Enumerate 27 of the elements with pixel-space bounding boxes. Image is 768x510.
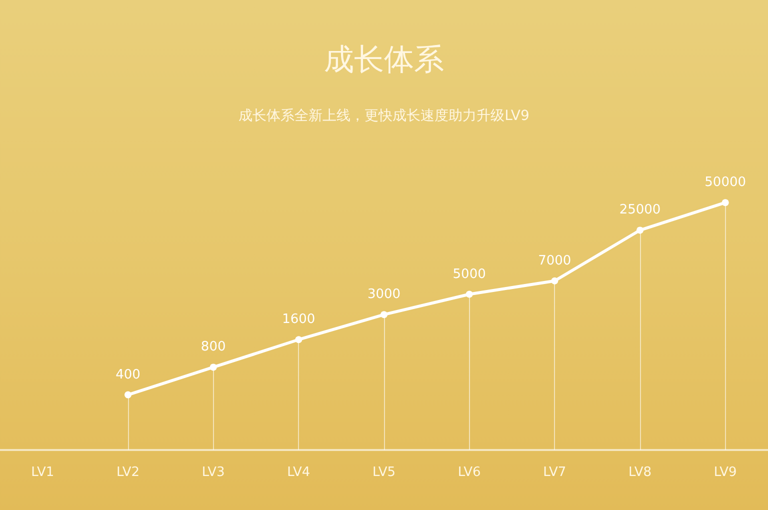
point <box>722 199 729 206</box>
data-label: 5000 <box>452 266 486 282</box>
point <box>210 364 217 371</box>
data-label: 3000 <box>367 287 401 302</box>
point <box>636 226 644 234</box>
x-tick-label: LV3 <box>202 465 225 480</box>
chart-title: 成长体系 <box>324 42 444 78</box>
x-tick-label: LV2 <box>116 465 140 480</box>
x-tick-label: LV8 <box>628 465 652 480</box>
x-tick-label: LV6 <box>458 465 481 480</box>
x-tick-label: LV7 <box>543 465 566 480</box>
chart-subtitle: 成长体系全新上线，更快成长速度助力升级LV9 <box>238 108 530 124</box>
point <box>124 391 132 398</box>
point <box>295 336 302 344</box>
x-tick-label: LV4 <box>287 465 310 480</box>
x-tick-label: LV5 <box>372 465 396 480</box>
x-tick-label: LV1 <box>31 465 54 480</box>
data-label: 7000 <box>538 253 572 268</box>
data-label: 1600 <box>282 312 316 328</box>
data-label: 800 <box>200 340 226 355</box>
data-label: 50000 <box>704 175 746 190</box>
x-tick-label: LV9 <box>714 465 737 480</box>
point <box>466 290 473 298</box>
data-label: 400 <box>116 367 140 382</box>
data-label: 25000 <box>619 202 661 218</box>
point <box>551 277 558 284</box>
point <box>380 311 388 318</box>
